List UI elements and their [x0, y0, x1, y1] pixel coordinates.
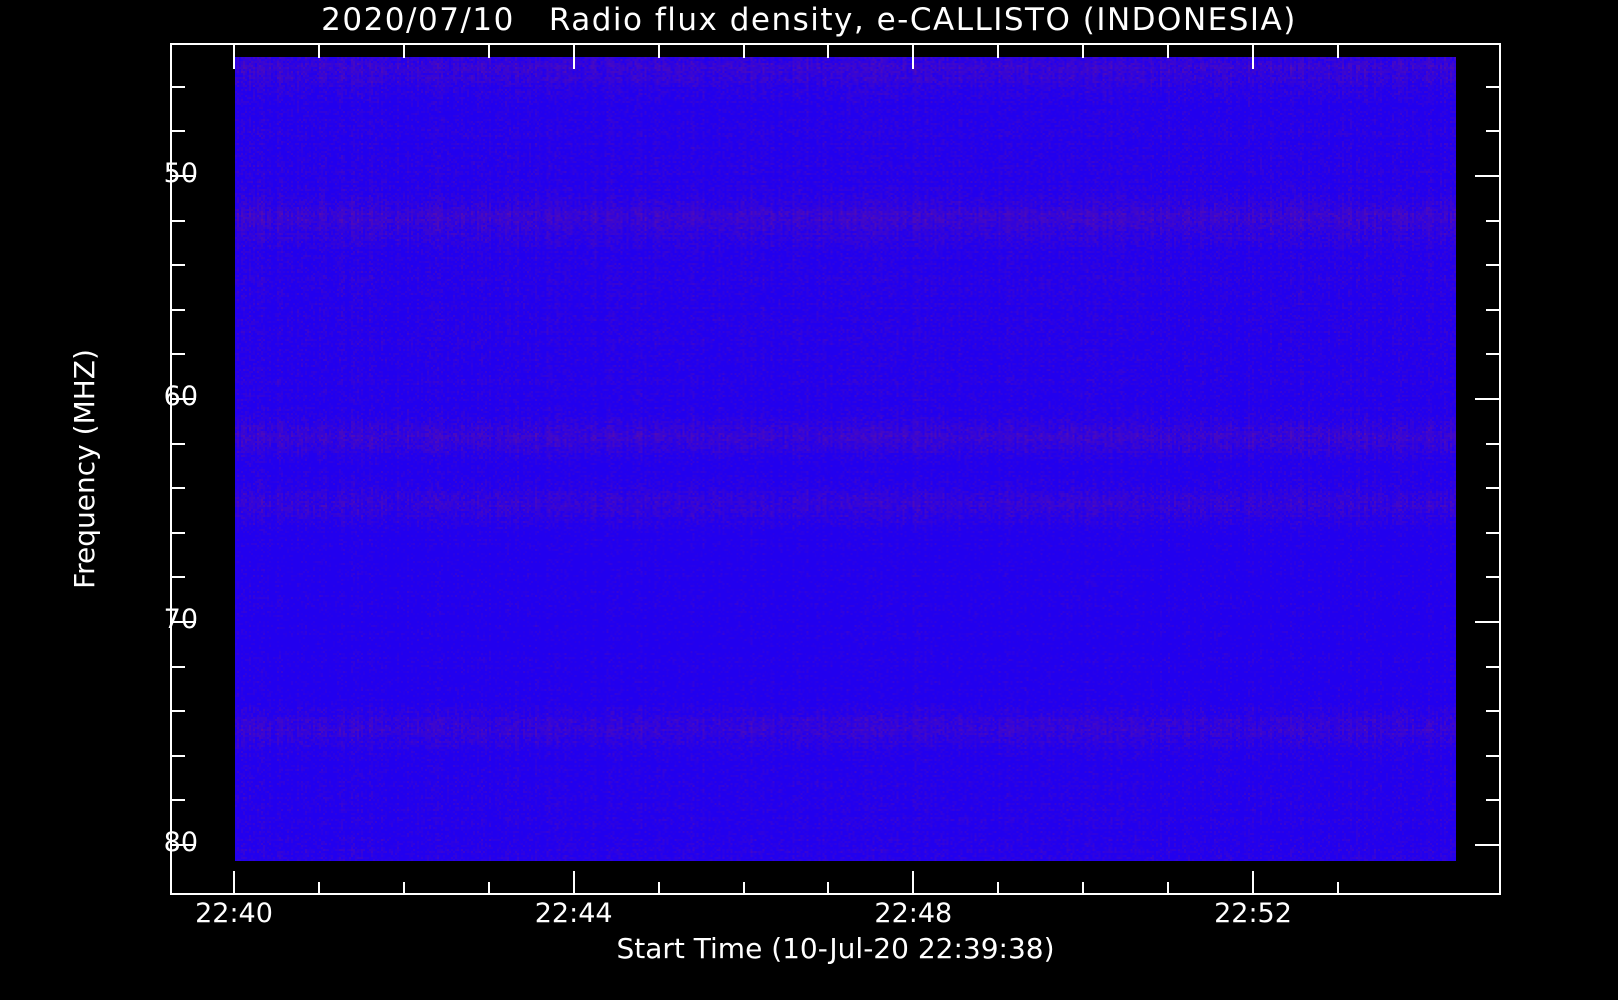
y-tick-minor	[172, 308, 185, 311]
y-tick-minor	[172, 487, 185, 490]
x-tick-minor	[1167, 882, 1170, 895]
x-tick-minor-top	[1167, 45, 1170, 58]
y-tick-minor	[172, 665, 185, 668]
y-tick-minor	[172, 799, 185, 802]
y-tick-minor-right	[1486, 531, 1499, 534]
x-tick-minor-top	[742, 45, 745, 58]
spectrogram-canvas	[235, 57, 1456, 861]
x-tick-minor-top	[827, 45, 830, 58]
x-tick-minor	[657, 882, 660, 895]
y-tick-minor	[172, 353, 185, 356]
x-tick-minor-top	[487, 45, 490, 58]
y-tick-minor-right	[1486, 308, 1499, 311]
y-tick-minor	[172, 754, 185, 757]
page-title: 2020/07/10 Radio flux density, e-CALLIST…	[321, 2, 1297, 38]
y-tick-minor-right	[1486, 264, 1499, 267]
y-tick-minor	[172, 264, 185, 267]
y-tick-minor	[172, 85, 185, 88]
y-tick-minor-right	[1486, 754, 1499, 757]
y-tick-major	[172, 844, 196, 846]
y-tick-major	[172, 398, 196, 400]
x-tick-label: 22:44	[534, 898, 613, 929]
y-tick-minor-right	[1486, 219, 1499, 222]
y-tick-minor	[172, 710, 185, 713]
y-tick-label: 80	[163, 827, 198, 858]
x-tick-minor	[317, 882, 320, 895]
y-tick-minor	[172, 219, 185, 222]
x-tick-minor	[1336, 882, 1339, 895]
x-tick-major	[572, 871, 575, 895]
y-tick-major-right	[1475, 175, 1499, 177]
y-tick-minor-right	[1486, 130, 1499, 133]
x-tick-label: 22:40	[195, 898, 273, 929]
x-tick-minor-top	[657, 45, 660, 58]
y-tick-major-right	[1475, 844, 1499, 846]
y-tick-minor-right	[1486, 353, 1499, 356]
x-tick-label: 22:48	[874, 898, 953, 929]
x-axis-title: Start Time (10-Jul-20 22:39:38)	[616, 932, 1055, 965]
y-tick-label: 60	[163, 381, 198, 412]
y-tick-minor	[172, 130, 185, 133]
x-tick-major-top	[572, 45, 575, 69]
y-tick-major	[172, 621, 196, 623]
y-tick-major	[172, 175, 196, 177]
spectrogram-image	[235, 57, 1456, 861]
x-tick-minor	[487, 882, 490, 895]
x-tick-minor-top	[997, 45, 1000, 58]
y-tick-label: 50	[163, 158, 198, 189]
x-tick-major	[912, 871, 915, 895]
y-tick-minor-right	[1486, 487, 1499, 490]
x-tick-major-top	[233, 45, 235, 69]
x-tick-label: 22:52	[1214, 898, 1292, 929]
y-tick-minor-right	[1486, 85, 1499, 88]
x-tick-minor-top	[1336, 45, 1339, 58]
y-tick-major-right	[1475, 621, 1499, 623]
x-tick-minor-top	[1082, 45, 1085, 58]
y-tick-minor-right	[1486, 576, 1499, 579]
y-axis-title: Frequency (MHZ)	[68, 349, 101, 589]
x-tick-minor	[997, 882, 1000, 895]
y-tick-minor-right	[1486, 442, 1499, 445]
x-tick-minor-top	[402, 45, 405, 58]
x-tick-minor-top	[317, 45, 320, 58]
y-tick-minor	[172, 531, 185, 534]
y-tick-label: 70	[163, 604, 198, 635]
y-tick-minor-right	[1486, 710, 1499, 713]
y-tick-minor	[172, 442, 185, 445]
y-tick-minor-right	[1486, 665, 1499, 668]
x-tick-minor	[1082, 882, 1085, 895]
x-tick-minor	[742, 882, 745, 895]
x-tick-major-top	[1252, 45, 1254, 69]
x-tick-major	[1252, 871, 1254, 895]
y-tick-minor	[172, 576, 185, 579]
x-tick-minor	[402, 882, 405, 895]
x-tick-minor	[827, 882, 830, 895]
x-tick-major	[233, 871, 235, 895]
plot-frame	[170, 43, 1501, 895]
y-tick-major-right	[1475, 398, 1499, 400]
x-tick-major-top	[912, 45, 915, 69]
y-tick-minor-right	[1486, 799, 1499, 802]
